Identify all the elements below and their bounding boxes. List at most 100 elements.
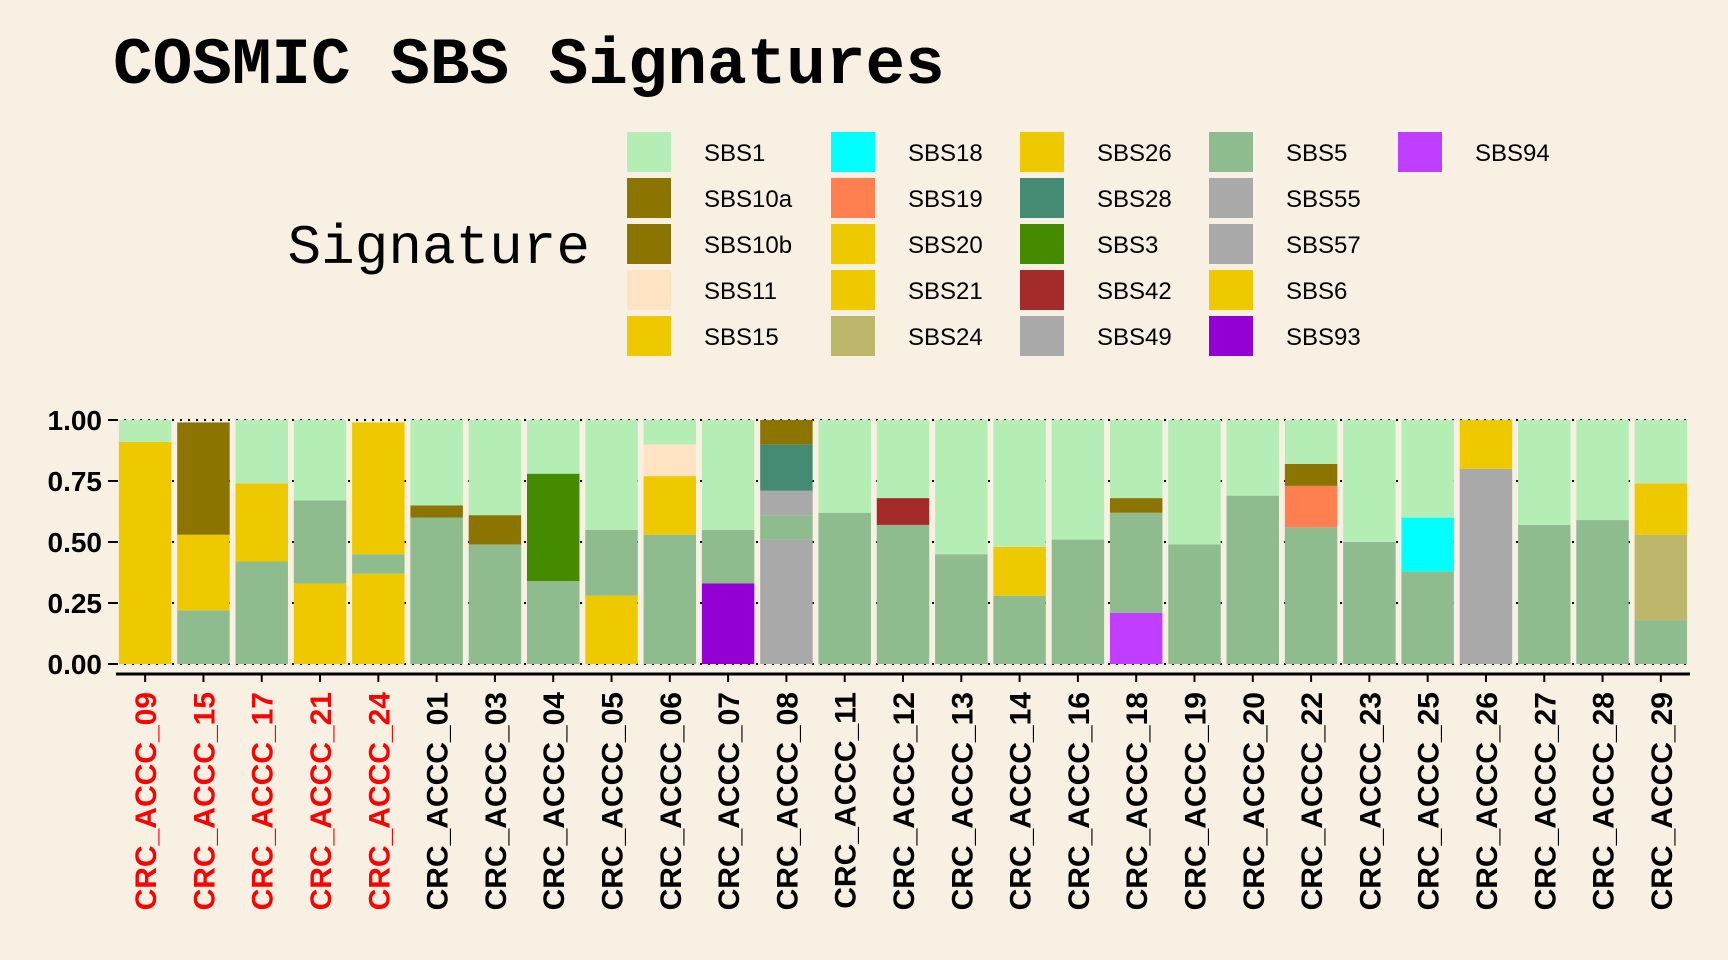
bar-segment-sbs18 (1401, 517, 1454, 572)
bar-segment-sbs6 (1459, 420, 1513, 469)
x-tick-label: CRC_ACCC_13 (946, 692, 979, 910)
bar-crc_accc_21 (293, 420, 347, 664)
bar-segment-sbs19 (1284, 485, 1338, 528)
bar-segment-sbs5 (1226, 495, 1280, 664)
bar-crc_accc_28 (1576, 420, 1629, 664)
legend-swatch (1209, 316, 1253, 356)
legend-item-sbs1: SBS1 (627, 132, 765, 172)
legend-item-sbs15: SBS15 (627, 316, 779, 356)
bar-segment-sbs1 (701, 420, 755, 530)
legend-swatch (831, 270, 875, 310)
legend-label: SBS24 (908, 324, 983, 351)
legend-label: SBS42 (1097, 278, 1172, 305)
bar-segment-sbs6 (235, 483, 288, 562)
bar-segment-sbs6 (177, 534, 230, 611)
x-tick-label: CRC_ACCC_15 (188, 692, 221, 910)
x-tick-label: CRC_ACCC_08 (771, 692, 804, 910)
bar-segment-sbs1 (410, 420, 463, 506)
legend-label: SBS19 (908, 186, 983, 213)
x-tick-label: CRC_ACCC_07 (713, 692, 746, 910)
x-tick-label: CRC_ACCC_03 (480, 692, 513, 910)
legend-swatch (831, 316, 875, 356)
bar-segment-sbs5 (993, 595, 1046, 664)
bar-segment-sbs93 (701, 583, 755, 664)
bar-segment-sbs94 (1109, 612, 1163, 664)
y-tick-label: 0.25 (48, 588, 103, 619)
bar-crc_accc_03 (468, 420, 522, 664)
x-tick-label: CRC_ACCC_27 (1529, 692, 1562, 910)
x-tick-label: CRC_ACCC_28 (1588, 692, 1621, 910)
legend-label: SBS20 (908, 232, 983, 259)
bars (118, 420, 1688, 664)
bar-segment-sbs6 (643, 476, 697, 535)
legend-swatch (831, 224, 875, 264)
bar-crc_accc_11 (818, 420, 871, 664)
x-tick-label: CRC_ACCC_26 (1471, 692, 1504, 910)
legend-item-sbs49: SBS49 (1020, 316, 1172, 356)
x-tick-label: CRC_ACCC_29 (1646, 692, 1679, 910)
bar-segment-sbs28 (760, 444, 813, 491)
bar-segment-sbs1 (935, 420, 988, 555)
legend-label: SBS49 (1097, 324, 1172, 351)
x-tick-label: CRC_ACCC_18 (1121, 692, 1154, 910)
bar-segment-sbs1 (585, 420, 638, 530)
bar-crc_accc_20 (1226, 420, 1280, 664)
legend-item-sbs24: SBS24 (831, 316, 983, 356)
bar-segment-sbs5 (585, 529, 638, 596)
legend-swatch (1209, 132, 1253, 172)
bar-crc_accc_22 (1284, 420, 1338, 664)
legend-item-sbs3: SBS3 (1020, 224, 1158, 264)
bar-segment-sbs5 (1576, 520, 1629, 664)
legend-swatch (627, 132, 671, 172)
legend-item-sbs11: SBS11 (627, 270, 777, 310)
bar-segment-sbs10a (177, 422, 230, 535)
bar-crc_accc_18 (1109, 420, 1163, 664)
bar-segment-sbs5 (410, 517, 463, 664)
bar-segment-sbs1 (1518, 420, 1571, 525)
bar-segment-sbs3 (526, 473, 580, 582)
bar-crc_accc_08 (760, 420, 813, 664)
bar-crc_accc_06 (643, 420, 697, 664)
legend-swatch (1209, 224, 1253, 264)
bar-segment-sbs5 (818, 512, 871, 664)
bar-segment-sbs6 (352, 573, 405, 664)
bar-segment-sbs57 (1459, 468, 1513, 664)
bar-segment-sbs5 (177, 610, 230, 664)
bar-crc_accc_05 (585, 420, 638, 664)
bar-crc_accc_14 (993, 420, 1046, 664)
bar-segment-sbs1 (818, 420, 871, 513)
x-tick-label: CRC_ACCC_01 (422, 692, 455, 910)
bar-segment-sbs1 (235, 420, 288, 484)
bar-segment-sbs10a (1109, 498, 1163, 513)
bar-segment-sbs1 (1634, 420, 1688, 484)
bar-segment-sbs5 (1284, 527, 1338, 664)
legend-swatch (1020, 270, 1064, 310)
legend-item-sbs19: SBS19 (831, 178, 983, 218)
chart-title: COSMIC SBS Signatures (113, 28, 945, 103)
legend-label: SBS3 (1097, 232, 1158, 259)
bar-crc_accc_01 (410, 420, 463, 664)
x-tick-label: CRC_ACCC_14 (1005, 692, 1038, 911)
bar-segment-sbs1 (1576, 420, 1629, 521)
legend-swatch (627, 178, 671, 218)
x-tick-label: CRC_ACCC_19 (1179, 692, 1212, 910)
bar-segment-sbs5 (701, 529, 755, 584)
legend-swatch (1020, 316, 1064, 356)
bar-crc_accc_26 (1459, 420, 1513, 664)
bar-segment-sbs5 (1343, 542, 1396, 664)
legend-swatch (1020, 178, 1064, 218)
x-tick-label: CRC_ACCC_25 (1413, 692, 1446, 910)
legend-swatch (831, 178, 875, 218)
bar-segment-sbs5 (643, 534, 697, 664)
legend-swatch (831, 132, 875, 172)
legend-item-sbs20: SBS20 (831, 224, 983, 264)
bar-segment-sbs5 (293, 500, 347, 584)
bar-crc_accc_16 (1051, 420, 1105, 664)
legend-swatch (1020, 132, 1064, 172)
legend-item-sbs5: SBS5 (1209, 132, 1347, 172)
legend-label: SBS1 (704, 140, 765, 167)
axes: 0.00 0.25 0.50 0.75 1.00 CRC_ACCC_09 CRC_ACCC_… (48, 405, 1690, 911)
bar-segment-sbs1 (1051, 420, 1105, 540)
bar-segment-sbs6 (293, 583, 347, 664)
legend-swatch (1020, 224, 1064, 264)
